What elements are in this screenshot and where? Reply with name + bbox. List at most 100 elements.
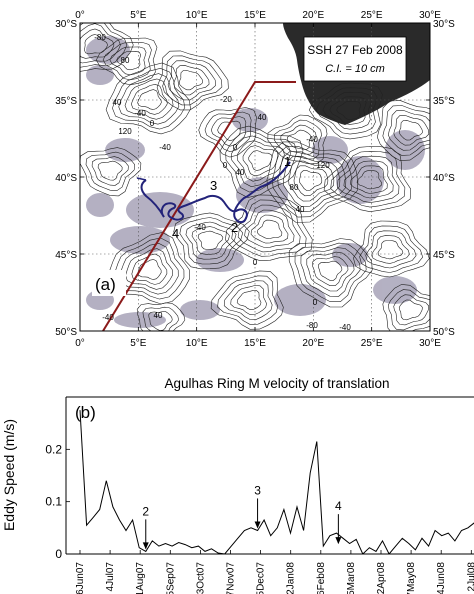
track-point-label-3: 3 [210, 178, 217, 193]
contour-line [365, 230, 417, 269]
contour-line [156, 50, 229, 111]
contour-label: 0 [150, 119, 155, 128]
contour-line [376, 100, 430, 161]
contour-line [80, 23, 134, 72]
annotation-arrow-head [142, 542, 149, 550]
annotation-label-4: 4 [335, 499, 342, 513]
shading-blob [196, 248, 244, 272]
chart-annotations: 2 3 4 [142, 483, 342, 550]
contour-line [137, 259, 162, 280]
map-top-tick-label: 25°E [361, 10, 383, 21]
contour-line [179, 217, 244, 265]
contour-line [131, 253, 168, 285]
chart-y-tick-label: 0.1 [45, 495, 62, 509]
panel-a-label: (a) [95, 275, 116, 294]
contour-line [371, 235, 410, 264]
track-point-label-4: 4 [172, 226, 179, 241]
chart-x-tick-label: 7May08 [406, 562, 417, 594]
contour-line [125, 248, 173, 290]
contour-label: 120 [316, 161, 330, 170]
map-right-tick-label: 30°S [433, 19, 455, 30]
chart-ylabel: Eddy Speed (m/s) [1, 419, 17, 531]
track-point-label-2: 2 [231, 220, 238, 235]
contour-labels: -8080400-40120-20400-40400-408012040-400… [94, 33, 351, 331]
legend-title: SSH 27 Feb 2008 [307, 43, 403, 57]
map-right-tick-label: 45°S [433, 250, 455, 261]
contour-line [353, 220, 430, 278]
contour-line [236, 140, 285, 182]
contour-line [336, 100, 362, 120]
contour-line [294, 242, 367, 303]
contour-line [315, 87, 378, 135]
panel-a-label-box: (a) [92, 270, 126, 296]
contour-line [293, 165, 329, 197]
contour-line [398, 299, 423, 321]
chart-x-tick-label: 2Jan08 [286, 562, 297, 594]
contour-line [116, 50, 142, 71]
map-bottom-tick-label: 5°E [130, 338, 147, 349]
shading-blob [180, 300, 220, 320]
map-left-tick-label: 50°S [55, 327, 77, 338]
contour-line [257, 219, 283, 239]
contour-line [273, 119, 322, 160]
contour-line [398, 119, 423, 141]
map-top-tick-label: 20°E [302, 10, 324, 21]
contour-line [210, 116, 247, 147]
shading-blob [336, 156, 384, 204]
contour-line [223, 280, 273, 320]
contour-line [80, 147, 142, 197]
chart-x-ticks: 6Jun07 4Jul07 1Aug07 5Sep07 3Oct07 7Nov07 5Dec… [75, 550, 474, 594]
contour-line [210, 270, 284, 330]
contour-line [277, 151, 347, 213]
contour-line [387, 110, 430, 151]
contour-line [393, 294, 430, 326]
contour-label: 0 [253, 258, 258, 267]
contour-line [109, 46, 147, 76]
map-gridlines [80, 23, 430, 331]
contour-line [80, 23, 128, 68]
map-bottom-tick-label: 25°E [361, 338, 383, 349]
chart-x-tick-label: 5Sep07 [165, 562, 176, 594]
contour-line [102, 42, 152, 81]
contour-line [322, 91, 372, 130]
chart-title: Agulhas Ring M velocity of translation [164, 376, 389, 391]
contour-label: 40 [113, 98, 122, 107]
contour-label: 40 [236, 168, 245, 177]
contour-line [288, 160, 335, 202]
map-top-tick-label: 0° [75, 10, 85, 21]
contour-line [282, 155, 341, 207]
contour-line [124, 78, 174, 120]
contour-line [280, 124, 317, 155]
contour-line [217, 275, 279, 325]
contour-line [136, 302, 186, 331]
track-tail [136, 177, 147, 181]
map-right-tick-label: 50°S [433, 327, 455, 338]
map-top-tick-label: 30°E [419, 10, 441, 21]
contour-line [306, 251, 355, 292]
map-tick-labels: 0° 5°E 10°E 15°E 20°E 25°E 30°E0° 5°E 10°E 15°E 20… [55, 10, 455, 349]
contour-label: 40 [296, 205, 305, 214]
shading-blob [232, 108, 268, 132]
contour-line [242, 145, 279, 177]
contour-line [191, 226, 230, 255]
section-line [102, 81, 296, 331]
map-right-tick-label: 40°S [433, 173, 455, 184]
contour-line [112, 67, 186, 130]
shading-blob [86, 193, 114, 217]
legend-contour-interval: C.I. = 10 cm [325, 63, 385, 75]
contour-line [329, 96, 367, 125]
contour-line [97, 160, 123, 181]
contour-line [312, 256, 349, 287]
contour-line [231, 199, 307, 257]
contour-line [299, 170, 323, 191]
contour-line [236, 290, 262, 310]
ssh-legend: SSH 27 Feb 2008 C.I. = 10 cm [303, 36, 407, 82]
chart-x-tick-label: 2Apr08 [376, 562, 387, 594]
ssh-contours [80, 23, 430, 331]
contour-line [267, 114, 328, 165]
map-left-tick-label: 30°S [55, 19, 77, 30]
map-bottom-tick-label: 30°E [419, 338, 441, 349]
map-top-tick-label: 15°E [244, 10, 266, 21]
map-left-tick-label: 45°S [55, 250, 77, 261]
